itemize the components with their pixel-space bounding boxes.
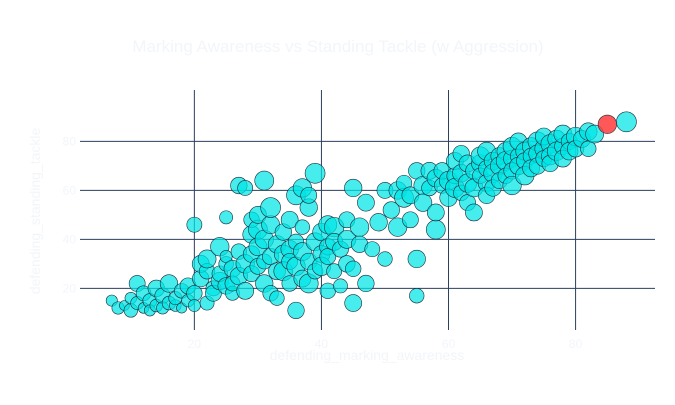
scatter-point — [237, 180, 254, 196]
scatter-point — [300, 186, 318, 204]
y-tick-label: 60 — [63, 183, 77, 197]
points-layer — [105, 111, 637, 320]
x-tick-label: 20 — [188, 337, 202, 351]
scatter-point — [426, 203, 445, 222]
scatter-point — [287, 301, 305, 320]
y-tick-label: 40 — [63, 232, 77, 246]
scatter-point — [326, 263, 343, 280]
scatter-point — [159, 274, 179, 293]
scatter-point — [377, 251, 393, 267]
scatter-point — [402, 211, 419, 229]
scatter-point — [219, 250, 233, 263]
scatter-point — [219, 210, 234, 225]
scatter-point — [197, 249, 217, 269]
scatter-point — [585, 124, 604, 144]
x-tick-label: 40 — [315, 337, 329, 351]
scatter-point — [369, 213, 388, 232]
scatter-point — [344, 178, 363, 198]
scatter-point — [319, 248, 337, 265]
highlight-point — [597, 114, 617, 134]
y-tick-label: 80 — [63, 134, 77, 148]
scatter-point — [333, 278, 348, 294]
scatter-point — [345, 260, 362, 277]
scatter-point — [357, 193, 375, 212]
scatter-point — [187, 299, 201, 312]
scatter-point — [407, 249, 426, 269]
scatter-point — [580, 140, 597, 157]
scatter-point — [409, 288, 425, 304]
scatter-point — [502, 175, 522, 196]
scatter-point — [260, 197, 281, 218]
scatter-point — [304, 162, 326, 184]
y-tick-label: 20 — [63, 281, 77, 295]
chart-title: Marking Awareness vs Standing Tackle (w … — [132, 37, 543, 56]
x-tick-label: 80 — [569, 337, 583, 351]
scatter-point — [414, 193, 433, 212]
scatter-point — [364, 241, 381, 258]
scatter-point — [254, 170, 275, 191]
y-axis-label: defending_standing_tackle — [27, 127, 43, 294]
scatter-point — [294, 219, 310, 235]
scatter-point — [236, 281, 255, 300]
scatter-point — [357, 274, 375, 293]
scatter-point — [186, 216, 203, 233]
scatter-point — [269, 290, 285, 306]
scatter-point — [425, 219, 446, 240]
scatter-point — [280, 210, 299, 229]
scatter-point — [344, 294, 363, 312]
scatter-point — [465, 203, 483, 222]
x-axis-label: defending_marking_awareness — [270, 347, 465, 363]
scatter-point — [349, 217, 370, 237]
scatter-point — [382, 201, 400, 219]
scatter-point — [186, 285, 203, 302]
scatter-point — [616, 111, 637, 133]
x-tick-label: 60 — [442, 337, 456, 351]
ticks-layer: 20 40 60 80 20 40 60 80 — [63, 134, 583, 351]
